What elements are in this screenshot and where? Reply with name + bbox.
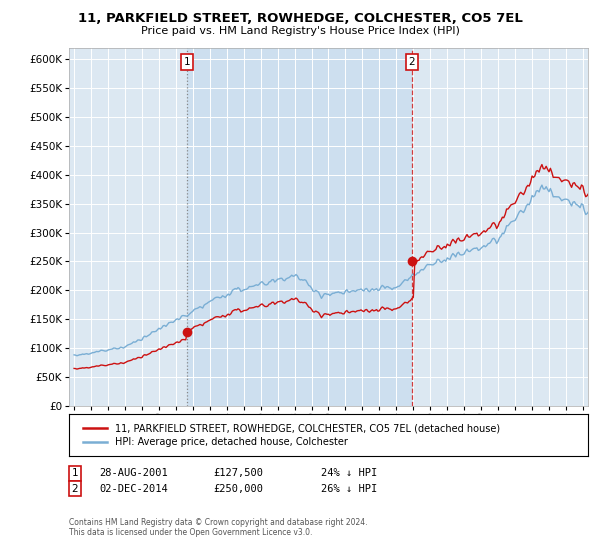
Text: 24% ↓ HPI: 24% ↓ HPI	[321, 468, 377, 478]
Text: £127,500: £127,500	[213, 468, 263, 478]
Text: 28-AUG-2001: 28-AUG-2001	[99, 468, 168, 478]
Text: 02-DEC-2014: 02-DEC-2014	[99, 484, 168, 494]
Text: 1: 1	[71, 468, 79, 478]
Text: 2: 2	[409, 57, 415, 67]
Text: Price paid vs. HM Land Registry's House Price Index (HPI): Price paid vs. HM Land Registry's House …	[140, 26, 460, 36]
Text: £250,000: £250,000	[213, 484, 263, 494]
Text: 26% ↓ HPI: 26% ↓ HPI	[321, 484, 377, 494]
Bar	[187, 48, 412, 406]
Legend: 11, PARKFIELD STREET, ROWHEDGE, COLCHESTER, CO5 7EL (detached house), HPI: Avera: 11, PARKFIELD STREET, ROWHEDGE, COLCHEST…	[79, 419, 504, 451]
Text: 11, PARKFIELD STREET, ROWHEDGE, COLCHESTER, CO5 7EL: 11, PARKFIELD STREET, ROWHEDGE, COLCHEST…	[77, 12, 523, 25]
Text: 2: 2	[71, 484, 79, 494]
Text: Contains HM Land Registry data © Crown copyright and database right 2024.
This d: Contains HM Land Registry data © Crown c…	[69, 518, 367, 538]
Text: 1: 1	[184, 57, 190, 67]
